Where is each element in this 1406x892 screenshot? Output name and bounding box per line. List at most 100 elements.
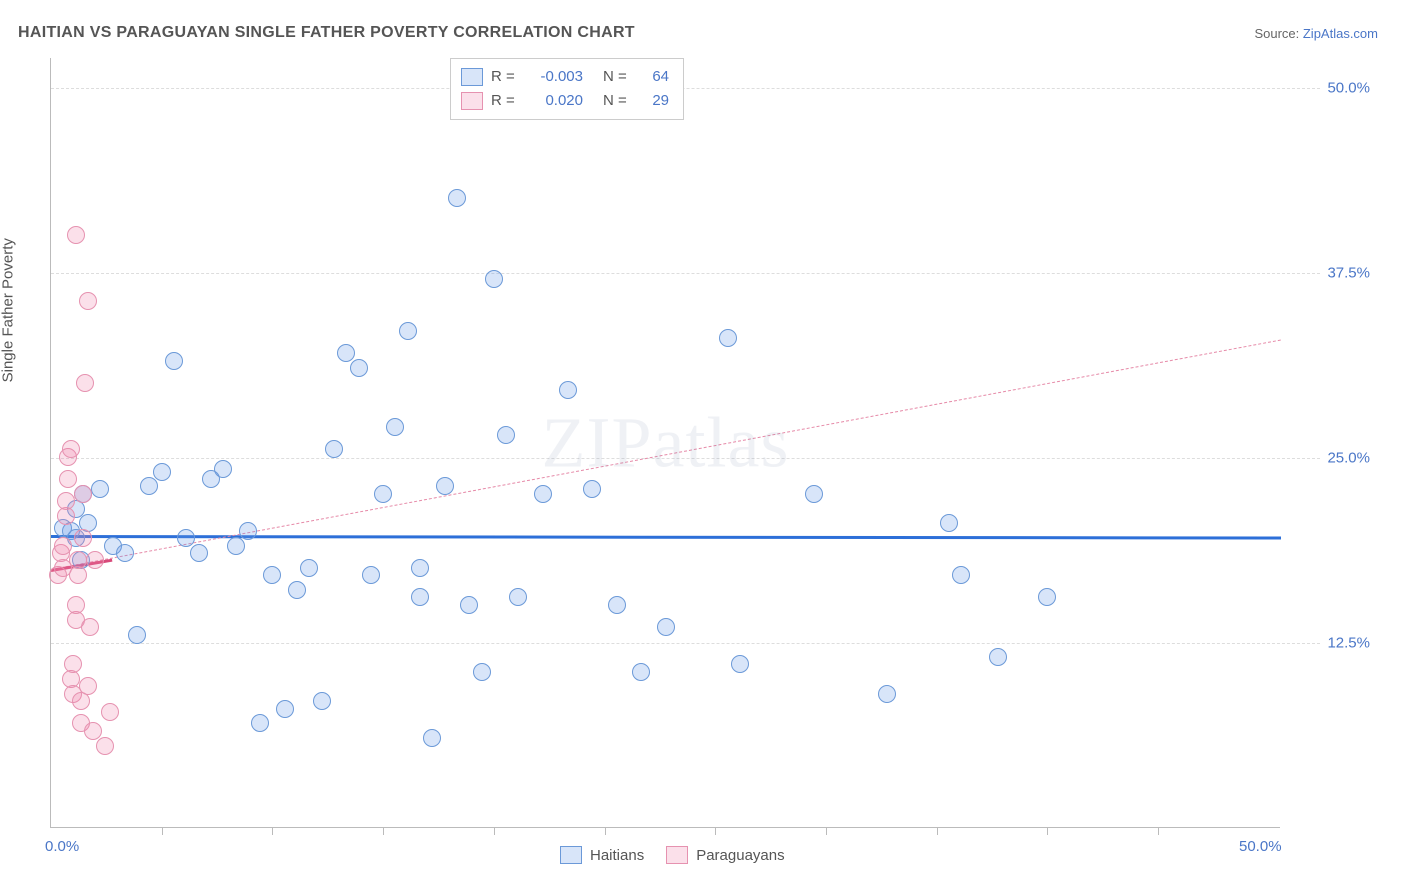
data-point <box>460 596 478 614</box>
y-tick-label: 37.5% <box>1327 264 1370 281</box>
data-point <box>79 677 97 695</box>
r-label: R = <box>491 65 519 89</box>
data-point <box>300 559 318 577</box>
gridline <box>51 643 1320 644</box>
legend-swatch <box>461 92 483 110</box>
data-point <box>276 700 294 718</box>
chart-title: HAITIAN VS PARAGUAYAN SINGLE FATHER POVE… <box>18 24 635 42</box>
r-value: -0.003 <box>527 65 583 89</box>
y-tick-label: 25.0% <box>1327 449 1370 466</box>
data-point <box>583 480 601 498</box>
gridline <box>51 273 1320 274</box>
legend-stat-row: R = 0.020 N = 29 <box>461 89 669 113</box>
legend-stat-row: R =-0.003N =64 <box>461 65 669 89</box>
data-point <box>731 655 749 673</box>
data-point <box>177 529 195 547</box>
data-point <box>411 559 429 577</box>
data-point <box>59 470 77 488</box>
data-point <box>76 374 94 392</box>
r-label: R = <box>491 89 519 113</box>
data-point <box>263 566 281 584</box>
data-point <box>399 322 417 340</box>
data-point <box>74 529 92 547</box>
data-point <box>57 492 75 510</box>
data-point <box>91 480 109 498</box>
data-point <box>940 514 958 532</box>
x-tick <box>1047 827 1048 835</box>
data-point <box>436 477 454 495</box>
plot-area: ZIPatlas 12.5%25.0%37.5%50.0%0.0%50.0% <box>50 58 1280 828</box>
data-point <box>485 270 503 288</box>
legend-label: Paraguayans <box>696 847 784 864</box>
chart-container: HAITIAN VS PARAGUAYAN SINGLE FATHER POVE… <box>0 0 1406 892</box>
data-point <box>251 714 269 732</box>
legend-swatch <box>560 846 582 864</box>
source-credit: Source: ZipAtlas.com <box>1254 26 1378 41</box>
data-point <box>657 618 675 636</box>
legend-item: Paraguayans <box>666 846 784 864</box>
data-point <box>140 477 158 495</box>
source-link[interactable]: ZipAtlas.com <box>1303 26 1378 41</box>
data-point <box>116 544 134 562</box>
data-point <box>1038 588 1056 606</box>
n-value: 29 <box>639 89 669 113</box>
legend-label: Haitians <box>590 847 644 864</box>
legend-stats: R = -0.003 N = 64R = 0.020 N = 29 <box>450 58 684 120</box>
r-value: 0.020 <box>527 89 583 113</box>
source-prefix: Source: <box>1254 26 1302 41</box>
data-point <box>190 544 208 562</box>
data-point <box>608 596 626 614</box>
data-point <box>337 344 355 362</box>
data-point <box>86 551 104 569</box>
data-point <box>423 729 441 747</box>
data-point <box>805 485 823 503</box>
x-tick <box>715 827 716 835</box>
data-point <box>534 485 552 503</box>
x-tick <box>605 827 606 835</box>
gridline <box>51 88 1320 89</box>
x-tick <box>383 827 384 835</box>
legend-swatch <box>461 68 483 86</box>
x-tick <box>1158 827 1159 835</box>
data-point <box>878 685 896 703</box>
data-point <box>509 588 527 606</box>
data-point <box>411 588 429 606</box>
data-point <box>74 485 92 503</box>
n-value: 64 <box>639 65 669 89</box>
data-point <box>69 551 87 569</box>
data-point <box>101 703 119 721</box>
data-point <box>288 581 306 599</box>
data-point <box>128 626 146 644</box>
y-tick-label: 12.5% <box>1327 634 1370 651</box>
x-tick <box>272 827 273 835</box>
x-tick <box>494 827 495 835</box>
x-tick-label: 0.0% <box>45 838 79 855</box>
data-point <box>719 329 737 347</box>
legend-swatch <box>666 846 688 864</box>
data-point <box>64 655 82 673</box>
x-tick <box>937 827 938 835</box>
data-point <box>350 359 368 377</box>
watermark: ZIPatlas <box>542 401 790 484</box>
y-tick-label: 50.0% <box>1327 79 1370 96</box>
data-point <box>497 426 515 444</box>
legend-item: Haitians <box>560 846 644 864</box>
data-point <box>67 596 85 614</box>
data-point <box>559 381 577 399</box>
data-point <box>165 352 183 370</box>
data-point <box>325 440 343 458</box>
n-label: N = <box>603 89 631 113</box>
data-point <box>153 463 171 481</box>
data-point <box>632 663 650 681</box>
data-point <box>374 485 392 503</box>
x-tick <box>826 827 827 835</box>
data-point <box>96 737 114 755</box>
data-point <box>313 692 331 710</box>
y-axis-label: Single Father Poverty <box>0 238 17 382</box>
x-tick <box>162 827 163 835</box>
data-point <box>989 648 1007 666</box>
data-point <box>473 663 491 681</box>
data-point <box>227 537 245 555</box>
data-point <box>448 189 466 207</box>
data-point <box>81 618 99 636</box>
